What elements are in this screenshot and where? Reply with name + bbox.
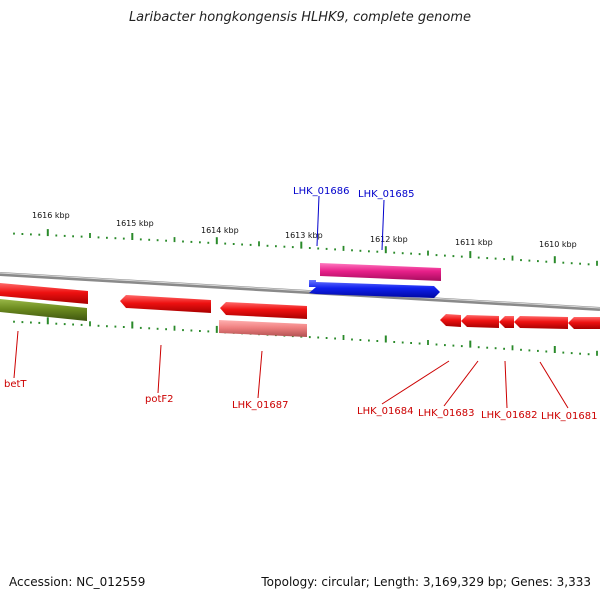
- tick-label-1615: 1615 kbp: [116, 219, 154, 228]
- tick-label-1610: 1610 kbp: [539, 240, 577, 249]
- gene-arrow-lhk-01683[interactable]: [461, 315, 499, 328]
- backbone: [0, 272, 600, 311]
- accession-text: Accession: NC_012559: [9, 575, 146, 589]
- forward-features: [309, 263, 441, 298]
- leader-lines: [13, 195, 569, 409]
- gene-arrow-lhk-01682[interactable]: [499, 316, 514, 328]
- gene-arrow-potf2[interactable]: [120, 295, 211, 313]
- gene-label-lhk-01686[interactable]: LHK_01686: [293, 186, 349, 197]
- leader-lhk-01686: [316, 195, 320, 247]
- leader-lhk-01682: [504, 360, 508, 409]
- summary-text: Topology: circular; Length: 3,169,329 bp…: [261, 575, 591, 589]
- tick-label-1611: 1611 kbp: [455, 238, 493, 247]
- gene-label-lhk-01685[interactable]: LHK_01685: [358, 189, 414, 200]
- feature-olive[interactable]: [0, 299, 87, 321]
- leader-lhk-01684: [381, 360, 450, 405]
- gene-label-bett[interactable]: betT: [4, 379, 27, 390]
- tick-label-1613: 1613 kbp: [285, 231, 323, 240]
- gene-label-lhk-01682[interactable]: LHK_01682: [481, 410, 537, 421]
- gene-arrow-bett[interactable]: [0, 283, 88, 304]
- leader-lhk-01687: [257, 350, 263, 399]
- tick-label-1614: 1614 kbp: [201, 226, 239, 235]
- gene-arrow-lhk-01681[interactable]: [514, 316, 568, 329]
- gene-arrow-lhk-01685[interactable]: [320, 263, 441, 281]
- leader-lhk-01683: [443, 360, 479, 407]
- leader-potf2: [157, 344, 162, 394]
- feature-salmon[interactable]: [219, 320, 307, 337]
- leader-lhk-01681: [539, 361, 569, 409]
- tick-label-1612: 1612 kbp: [370, 235, 408, 244]
- gene-arrow-lhk-01686[interactable]: [309, 280, 440, 298]
- gene-label-lhk-01684[interactable]: LHK_01684: [357, 406, 413, 417]
- gene-label-lhk-01687[interactable]: LHK_01687: [232, 400, 288, 411]
- gene-label-lhk-01683[interactable]: LHK_01683: [418, 408, 474, 419]
- scale-ticks-top: [13, 229, 598, 266]
- gene-arrow-lhk-01687[interactable]: [220, 302, 307, 319]
- gene-labels: LHK_01686 LHK_01685 betT potF2 LHK_01687…: [4, 186, 597, 422]
- gene-arrow-lhk-01684[interactable]: [440, 314, 461, 327]
- tick-label-1616: 1616 kbp: [32, 211, 70, 220]
- scale-labels: 1616 kbp 1615 kbp 1614 kbp 1613 kbp 1612…: [32, 211, 577, 249]
- gene-label-lhk-01681[interactable]: LHK_01681: [541, 411, 597, 422]
- leader-bett: [13, 330, 19, 379]
- gene-label-potf2[interactable]: potF2: [145, 394, 174, 405]
- map-title: Laribacter hongkongensis HLHK9, complete…: [128, 10, 472, 25]
- reverse-features: [0, 283, 600, 337]
- leader-lhk-01685: [381, 199, 385, 251]
- gene-arrow-partial-right[interactable]: [568, 317, 600, 329]
